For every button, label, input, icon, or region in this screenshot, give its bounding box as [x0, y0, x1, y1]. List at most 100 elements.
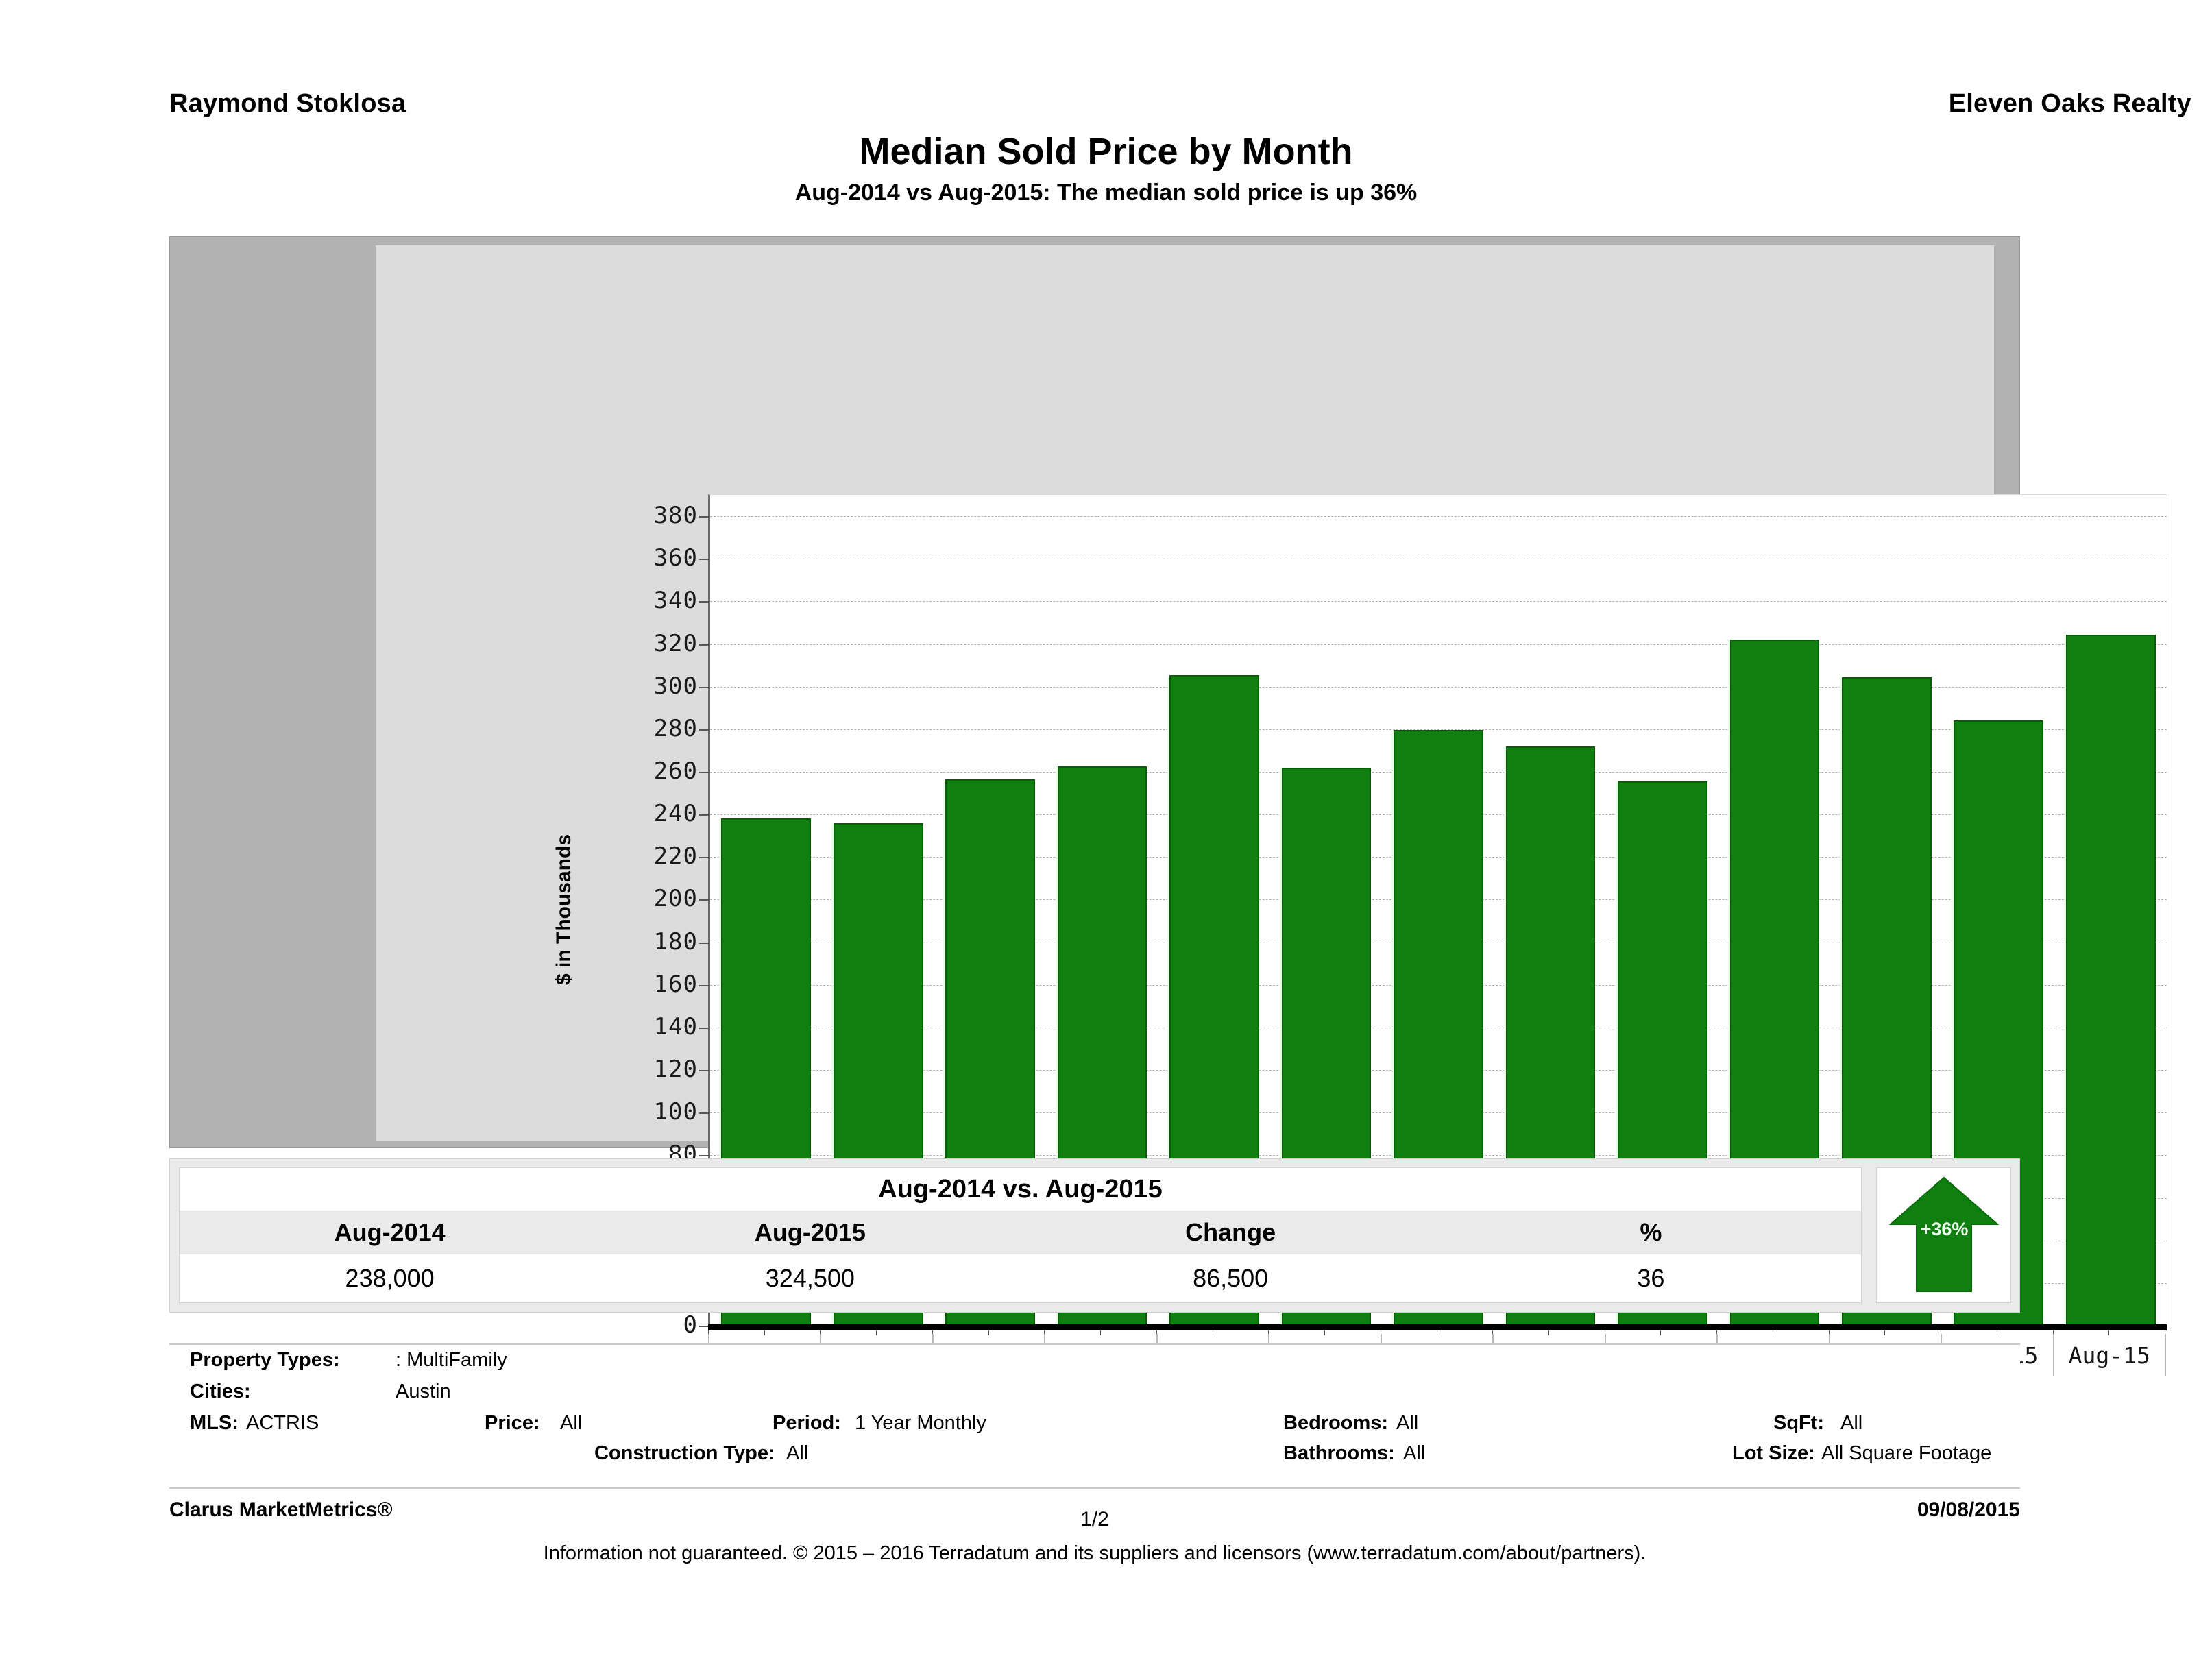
x-axis-tick	[932, 1330, 933, 1335]
x-axis-tick	[1268, 1330, 1269, 1335]
report-date: 09/08/2015	[1917, 1498, 2020, 1521]
price-value: All	[560, 1412, 583, 1434]
x-axis-tick	[988, 1330, 989, 1335]
y-axis-tick-label: 340	[653, 587, 698, 615]
y-axis-tick-label: 0	[683, 1311, 698, 1339]
x-axis-tick	[1324, 1330, 1326, 1335]
filter-row-three: MLS: ACTRIS Price: All Period: 1 Year Mo…	[169, 1412, 2020, 1444]
gridline	[710, 729, 2167, 730]
comparison-col-header: Aug-2014	[334, 1218, 446, 1246]
y-axis-tick	[699, 516, 709, 518]
page-title: Median Sold Price by Month	[859, 131, 1353, 172]
up-arrow-icon	[1888, 1176, 1999, 1292]
gridline	[710, 516, 2167, 518]
filter-row-cities: Cities: Austin	[169, 1381, 2020, 1412]
period-value: 1 Year Monthly	[855, 1412, 986, 1434]
construction-type-label: Construction Type:	[594, 1442, 775, 1464]
y-axis-tick-label: 220	[653, 842, 698, 871]
bathrooms-label: Bathrooms:	[1283, 1442, 1395, 1464]
y-axis-tick-label: 360	[653, 544, 698, 572]
y-axis-tick	[699, 1112, 709, 1115]
x-axis-line	[708, 1324, 2167, 1335]
x-axis-tick	[1492, 1330, 1494, 1335]
x-axis-tick	[1828, 1330, 1830, 1335]
y-axis-tick	[699, 559, 709, 561]
brokerage-name: Eleven Oaks Realty	[1948, 89, 2191, 118]
x-axis-tick	[1660, 1330, 1662, 1335]
gridline	[710, 644, 2167, 645]
y-axis-tick	[699, 899, 709, 901]
y-axis-tick-label: 100	[653, 1098, 698, 1126]
comparison-value: 86,500	[1193, 1264, 1269, 1292]
comparison-value-row: 238,000 324,500 86,500 36	[180, 1254, 1861, 1302]
y-axis-tick-label: 320	[653, 629, 698, 657]
filters-panel: Property Types: : MultiFamily Cities: Au…	[169, 1343, 2020, 1464]
y-axis-tick-label: 160	[653, 970, 698, 998]
page-subtitle: Aug-2014 vs Aug-2015: The median sold pr…	[794, 180, 1418, 206]
y-axis-tick	[699, 1326, 709, 1327]
bathrooms-value: All	[1403, 1442, 1426, 1464]
y-axis-tick	[699, 984, 709, 986]
y-axis-tick-label: 260	[653, 757, 698, 785]
comparison-col-header: Change	[1185, 1218, 1276, 1246]
x-axis-label-Aug-15: Aug-15	[2052, 1334, 2165, 1376]
comparison-value: 36	[1637, 1264, 1665, 1292]
bedrooms-label: Bedrooms:	[1283, 1412, 1389, 1434]
y-axis-tick-label: 200	[653, 885, 698, 913]
bedrooms-value: All	[1396, 1412, 1419, 1434]
trend-badge-label: +36%	[1920, 1219, 1969, 1239]
construction-type-value: All	[786, 1442, 809, 1464]
sqft-value: All	[1840, 1412, 1863, 1434]
x-axis-tick	[820, 1330, 821, 1335]
y-axis-tick-label: 140	[653, 1012, 698, 1041]
y-axis-tick	[699, 1027, 709, 1029]
y-axis-tick	[699, 644, 709, 646]
cities-label: Cities:	[190, 1381, 251, 1402]
x-axis-tick	[1044, 1330, 1045, 1335]
y-axis-tick	[699, 686, 709, 688]
cities-value: Austin	[396, 1381, 451, 1402]
x-axis-tick	[1100, 1330, 1102, 1335]
product-name: Clarus MarketMetrics®	[169, 1498, 393, 1521]
comparison-value: 324,500	[765, 1264, 855, 1292]
broker-name: Raymond Stoklosa	[169, 89, 406, 118]
x-axis-tick	[1156, 1330, 1157, 1335]
comparison-table: Aug-2014 vs. Aug-2015 Aug-2014 Aug-2015 …	[179, 1167, 1862, 1303]
period-label: Period:	[773, 1412, 841, 1434]
y-axis-tick	[699, 857, 709, 859]
property-types-label: Property Types:	[190, 1349, 340, 1371]
lot-size-label: Lot Size:	[1732, 1442, 1815, 1464]
y-axis-tick	[699, 1070, 709, 1072]
plot-area	[699, 494, 2167, 1327]
y-axis-tick-label: 300	[653, 672, 698, 700]
comparison-col-header: %	[1640, 1218, 1662, 1246]
x-axis-tick	[708, 1330, 709, 1335]
mls-value: ACTRIS	[246, 1412, 319, 1434]
sqft-label: SqFt:	[1773, 1412, 1825, 1434]
chart-panel: $ in Thousands 0204060801001201401601802…	[169, 236, 2167, 1376]
comparison-heading: Aug-2014 vs. Aug-2015	[180, 1168, 1861, 1211]
x-axis-tick	[876, 1330, 877, 1335]
gridline	[710, 686, 2167, 688]
trend-badge: +36%	[1876, 1167, 2011, 1303]
y-axis-tick-label: 120	[653, 1056, 698, 1084]
mls-label: MLS:	[190, 1412, 239, 1434]
x-axis-tick	[1716, 1330, 1718, 1335]
x-axis-tick	[1548, 1330, 1549, 1335]
page-footer: Clarus MarketMetrics® 09/08/2015 1/2 Inf…	[169, 1487, 2020, 1571]
y-axis-tick-label: 280	[653, 714, 698, 742]
x-axis-tick	[1884, 1330, 1886, 1335]
y-axis-tick	[699, 814, 709, 816]
comparison-col-header: Aug-2015	[754, 1218, 866, 1246]
filter-row-property-types: Property Types: : MultiFamily	[169, 1349, 2020, 1381]
y-axis-tick	[699, 729, 709, 731]
filter-row-four: Construction Type: All Bathrooms: All Lo…	[169, 1442, 2020, 1474]
x-axis-tick	[2108, 1330, 2110, 1335]
gridline	[710, 601, 2167, 603]
y-axis-tick-label: 240	[653, 800, 698, 828]
y-axis-tick-label: 180	[653, 927, 698, 956]
bar-Aug-15[interactable]	[2065, 634, 2156, 1326]
y-axis-tick	[699, 601, 709, 603]
page-header: Raymond Stoklosa Eleven Oaks Realty	[0, 89, 2212, 144]
price-label: Price:	[485, 1412, 540, 1434]
